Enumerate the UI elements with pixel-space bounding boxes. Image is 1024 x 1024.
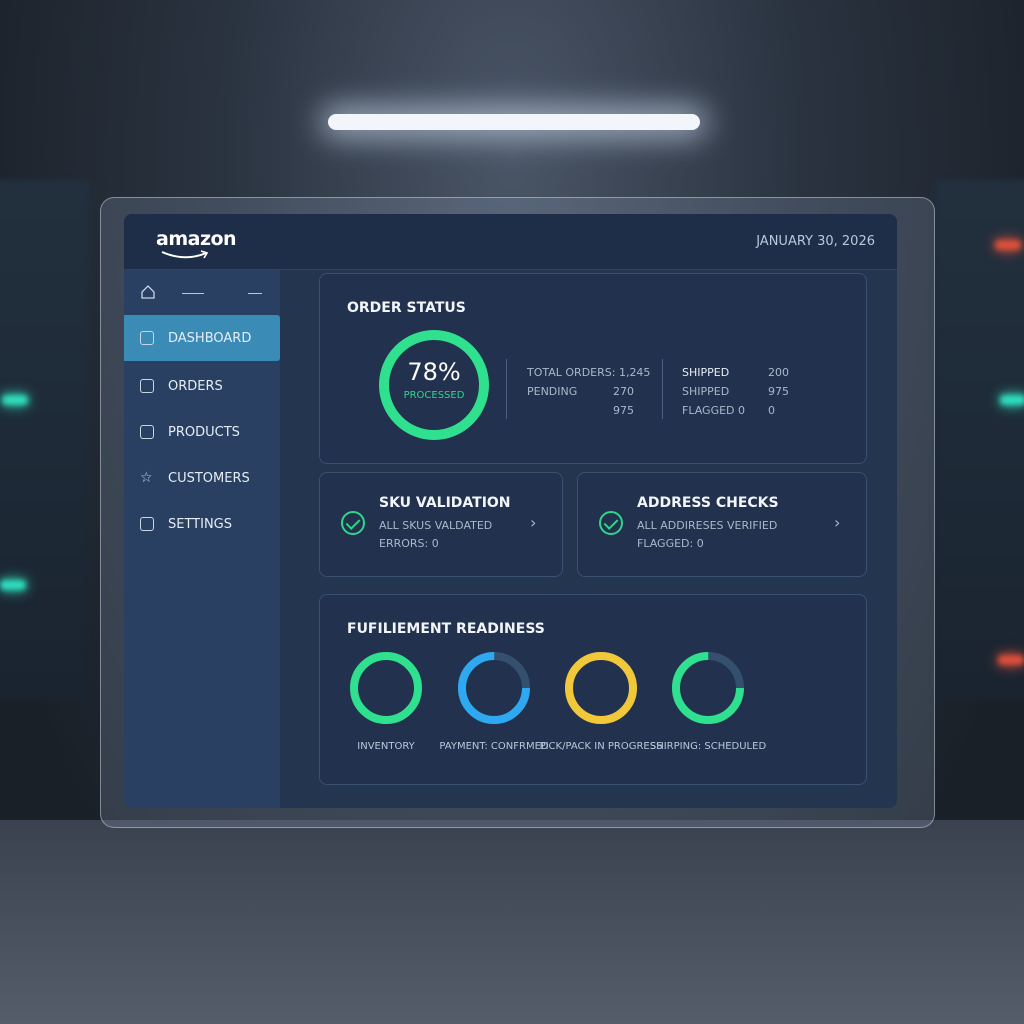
sku-errors: ERRORS: 0 xyxy=(379,537,439,550)
sku-status: ALL SKUS VALDATED xyxy=(379,519,493,532)
readiness-ring xyxy=(565,652,637,724)
stat-value: 975 xyxy=(768,385,789,398)
ring-progress xyxy=(672,652,744,724)
sku-validation-card[interactable]: SKU VALIDATION ALL SKUS VALDATED ERRORS:… xyxy=(319,472,563,577)
sidebar: DASHBOARD ORDERS PRODUCTS ☆ CUSTOMERS SET… xyxy=(124,270,280,808)
address-flagged: FLAGGED: 0 xyxy=(637,537,704,550)
ring-label: PICK/PACK IN PROGRESS xyxy=(539,741,663,752)
sidebar-item-customers[interactable]: ☆ CUSTOMERS xyxy=(140,470,250,486)
check-circle-icon xyxy=(341,511,365,535)
dashboard-window: amazon JANUARY 30, 2026 DASHBOARD ORDERS… xyxy=(124,214,897,808)
ring-label: SHIRPING: SCHEDULED xyxy=(649,741,767,752)
stat-value: 0 xyxy=(768,404,775,417)
header: amazon JANUARY 30, 2026 xyxy=(124,214,897,270)
ring-progress xyxy=(458,652,530,724)
divider xyxy=(248,293,262,294)
ceiling-light xyxy=(328,114,700,130)
address-status: ALL ADDIRESES VERIFIED xyxy=(637,519,778,532)
processed-ring xyxy=(379,330,489,440)
stat-label: FLAGGED 0 xyxy=(682,404,746,417)
cart-icon xyxy=(140,517,154,531)
check-circle-icon xyxy=(599,511,623,535)
fulfillment-readiness-card: FUFILIEMENT READINESS INVENTORY PAYMENT:… xyxy=(319,594,867,785)
card-title: ORDER STATUS xyxy=(347,300,466,316)
card-title: SKU VALIDATION xyxy=(379,495,511,511)
sidebar-top xyxy=(140,284,270,304)
server-rack xyxy=(0,180,90,700)
home-icon[interactable] xyxy=(140,284,156,300)
readiness-ring xyxy=(350,652,422,724)
card-title: FUFILIEMENT READINESS xyxy=(347,621,545,637)
star-icon: ☆ xyxy=(140,470,153,486)
address-checks-card[interactable]: ADDRESS CHECKS ALL ADDIRESES VERIFIED FL… xyxy=(577,472,867,577)
sidebar-item-dashboard[interactable]: DASHBOARD xyxy=(124,315,280,361)
stat-value: 975 xyxy=(613,404,634,417)
floor xyxy=(0,820,1024,1024)
processed-percent: 78% xyxy=(407,358,461,386)
rack-light xyxy=(0,580,26,590)
sidebar-item-settings[interactable]: SETTINGS xyxy=(124,501,280,547)
chevron-right-icon[interactable]: › xyxy=(834,513,841,532)
rack-light xyxy=(1000,395,1024,405)
rack-light xyxy=(998,655,1024,665)
server-rack xyxy=(935,180,1024,700)
smile-arrow-icon xyxy=(161,250,209,259)
card-title: ADDRESS CHECKS xyxy=(637,495,779,511)
amazon-logo[interactable]: amazon xyxy=(156,228,237,259)
sidebar-item-products[interactable]: PRODUCTS xyxy=(124,409,280,455)
rack-light xyxy=(2,395,28,405)
readiness-ring xyxy=(458,652,530,724)
stat-label: TOTAL ORDERS: 1,245 xyxy=(527,366,651,379)
processed-label: PROCESSED xyxy=(403,390,465,401)
chevron-right-icon[interactable]: › xyxy=(530,513,537,532)
dashboard-icon xyxy=(140,331,154,345)
stat-label: SHIPPED xyxy=(682,385,730,398)
ring-progress xyxy=(350,652,422,724)
order-status-card: ORDER STATUS 78% PROCESSED TOTAL ORDERS:… xyxy=(319,273,867,464)
ring-label: PAYMENT: CONFRMED xyxy=(439,741,549,752)
stat-label: SHIPPED xyxy=(682,366,730,379)
divider xyxy=(182,293,204,294)
divider xyxy=(662,359,663,419)
orders-icon xyxy=(140,379,154,393)
sidebar-item-orders[interactable]: ORDERS xyxy=(124,363,280,409)
divider xyxy=(506,359,507,419)
products-icon xyxy=(140,425,154,439)
readiness-ring xyxy=(672,652,744,724)
ring-label: INVENTORY xyxy=(357,741,415,752)
stat-label: PENDING xyxy=(527,385,578,398)
rack-light xyxy=(995,240,1021,250)
stat-value: 200 xyxy=(768,366,789,379)
current-date: JANUARY 30, 2026 xyxy=(756,234,875,249)
stat-value: 270 xyxy=(613,385,634,398)
ring-progress xyxy=(565,652,637,724)
